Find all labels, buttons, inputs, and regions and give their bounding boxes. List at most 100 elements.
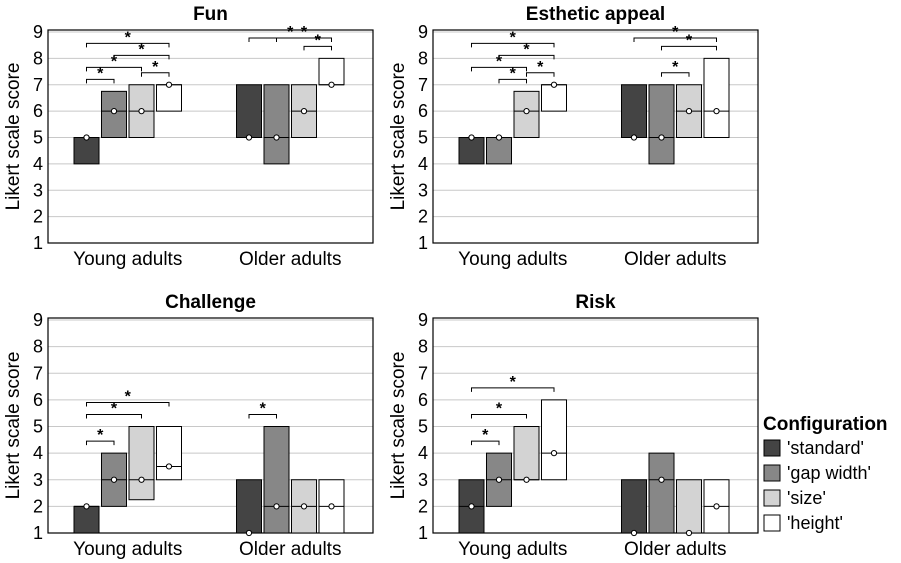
x-tick-label: Older adults <box>239 249 341 270</box>
mean-point <box>685 108 693 115</box>
mean-point <box>495 134 503 141</box>
mean-point <box>300 108 308 115</box>
y-tick-label: 3 <box>418 470 428 490</box>
box-0-1 <box>621 479 647 534</box>
significance-star: * <box>496 401 503 418</box>
y-tick-label: 6 <box>418 101 428 121</box>
plot-frame <box>47 317 374 534</box>
plot-frame <box>47 29 374 244</box>
mean-point <box>468 134 475 141</box>
box-3-0 <box>156 84 182 112</box>
significance-star: * <box>97 427 104 444</box>
mean-point <box>273 134 280 141</box>
y-tick-label: 8 <box>33 337 43 357</box>
mean-point <box>468 503 475 510</box>
y-tick-label: 2 <box>418 207 428 227</box>
box-1-1 <box>263 84 290 165</box>
y-tick-label: 9 <box>418 310 428 330</box>
box-0-0 <box>73 137 100 165</box>
y-tick-label: 7 <box>33 363 43 383</box>
box-0-0 <box>458 137 485 165</box>
significance-bracket <box>661 72 690 77</box>
significance-star: * <box>510 374 517 391</box>
box-1-1 <box>648 452 675 534</box>
chart-panel-3: Risk Likert scale score 1 2 3 4 5 6 7 8 9 Young adu… <box>388 292 759 560</box>
significance-star: * <box>672 24 679 41</box>
legend-items: 'standard' 'gap width' 'size' 'height' <box>763 438 871 533</box>
y-tick-label: 1 <box>418 523 428 543</box>
significance-bracket <box>471 42 555 48</box>
mean-point <box>685 529 693 537</box>
significance-bracket <box>526 72 555 77</box>
significance-star: * <box>287 24 294 41</box>
mean-point <box>658 134 665 141</box>
mean-point <box>83 134 90 141</box>
y-tick-label: 5 <box>33 128 43 148</box>
legend: Configuration 'standard' 'gap width' 'size… <box>763 414 888 533</box>
box-3-0 <box>541 399 567 481</box>
mean-point <box>110 476 118 483</box>
significance-star: * <box>111 53 118 70</box>
mean-point <box>83 503 90 510</box>
legend-label: 'gap width' <box>787 463 871 483</box>
panels: Fun Likert scale score 1 2 3 4 5 6 7 8 9 Young adul… <box>3 4 759 560</box>
box-1-1 <box>263 426 290 534</box>
legend-swatch <box>763 514 781 532</box>
mean-point <box>300 503 308 510</box>
x-tick-label: Young adults <box>73 539 182 560</box>
chart-panel-2: Challenge Likert scale score 1 2 3 4 5 6 7 8 9 Youn… <box>3 292 374 560</box>
significance-star: * <box>482 427 489 444</box>
box-2-1 <box>676 479 702 534</box>
y-tick-label: 2 <box>33 496 43 516</box>
mean-point <box>165 81 173 88</box>
mean-point <box>245 529 253 537</box>
panel-title: Esthetic appeal <box>526 4 665 25</box>
box-0-1 <box>621 84 647 138</box>
box-3-1 <box>318 57 345 86</box>
significance-star: * <box>125 29 132 46</box>
significance-star: * <box>315 32 322 49</box>
y-tick-label: 7 <box>33 75 43 95</box>
y-tick-label: 6 <box>33 101 43 121</box>
significance-bracket <box>498 54 555 60</box>
y-axis-label: Likert scale score <box>3 352 24 500</box>
significance-bracket <box>471 387 555 392</box>
y-tick-label: 9 <box>33 22 43 42</box>
mean-point <box>550 450 558 457</box>
y-tick-label: 8 <box>418 48 428 68</box>
significance-star: * <box>686 32 693 49</box>
panel-title: Challenge <box>165 292 256 313</box>
box-1-0 <box>101 90 127 138</box>
box-2-0 <box>513 90 540 138</box>
box-3-1 <box>703 57 730 138</box>
significance-star: * <box>523 41 530 58</box>
mean-point <box>630 134 638 141</box>
y-tick-label: 1 <box>33 233 43 253</box>
y-tick-label: 5 <box>418 128 428 148</box>
mean-point <box>110 108 118 115</box>
y-tick-label: 1 <box>33 523 43 543</box>
y-tick-label: 9 <box>33 310 43 330</box>
significance-bracket <box>86 402 170 407</box>
plot-frame <box>432 29 759 244</box>
y-tick-label: 4 <box>33 154 43 174</box>
chart-panel-1: Esthetic appeal Likert scale score 1 2 3 4 5 6 7… <box>388 4 759 270</box>
mean-point <box>713 108 720 115</box>
y-tick-label: 5 <box>33 417 43 437</box>
significance-bracket <box>86 66 142 72</box>
mean-point <box>713 503 720 510</box>
significance-bracket <box>86 414 142 419</box>
y-tick-label: 5 <box>418 417 428 437</box>
box-0-0 <box>73 505 100 534</box>
significance-star: * <box>672 59 679 76</box>
mean-point <box>523 476 530 483</box>
box-0-1 <box>236 84 262 138</box>
significance-bracket <box>113 54 170 60</box>
y-tick-label: 7 <box>418 75 428 95</box>
significance-bracket <box>661 45 717 51</box>
legend-label: 'standard' <box>787 438 864 458</box>
significance-star: * <box>496 53 503 70</box>
significance-bracket <box>471 414 527 419</box>
mean-point <box>165 463 173 470</box>
x-tick-label: Young adults <box>458 539 567 560</box>
